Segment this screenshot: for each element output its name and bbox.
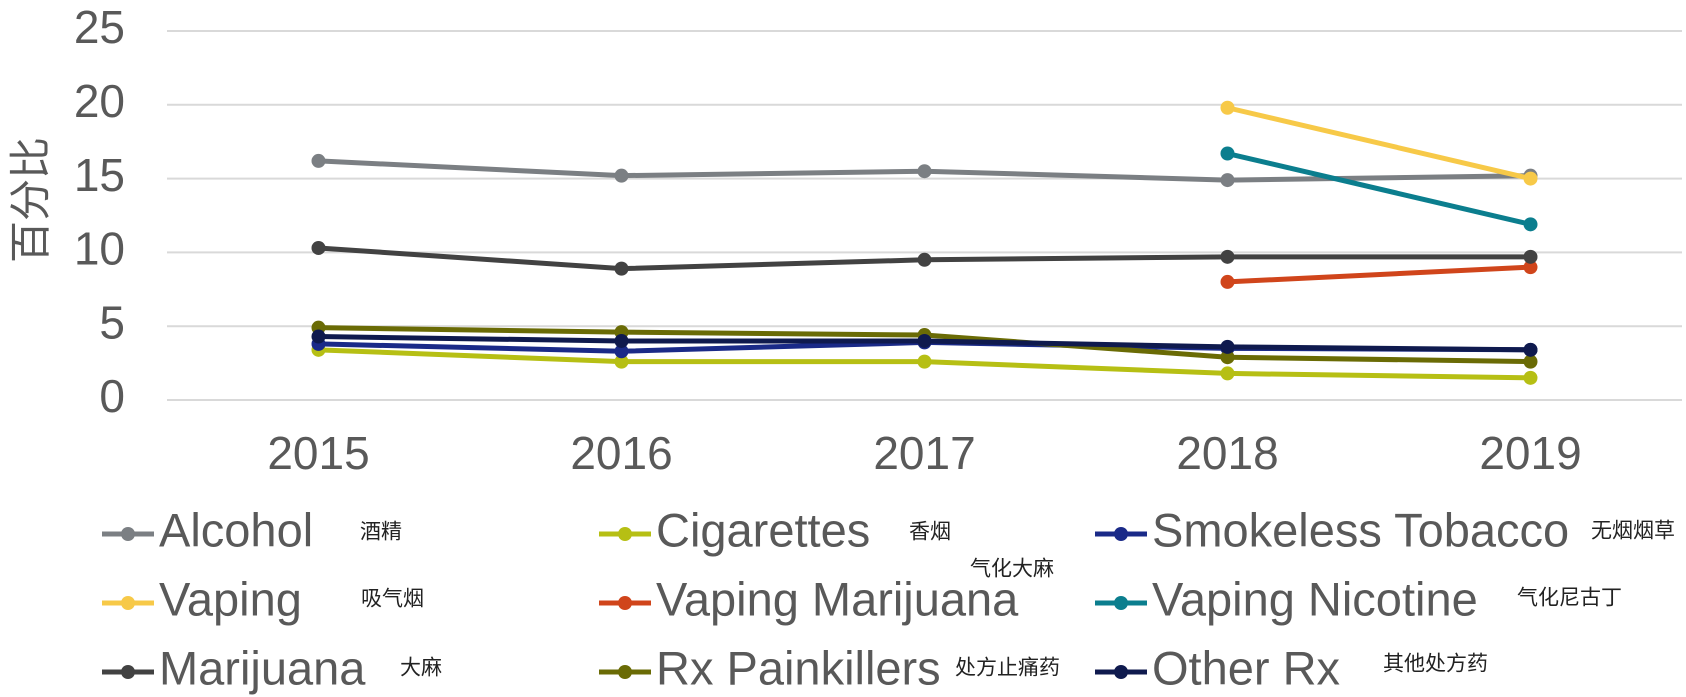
legend-label: Cigarettes: [656, 503, 870, 556]
y-tick-label: 10: [74, 223, 125, 275]
point: [1220, 100, 1235, 115]
legend-marker: [121, 596, 135, 610]
legend-note: 香烟: [909, 521, 951, 544]
legend-note: 气化大麻: [970, 558, 1054, 581]
point: [1220, 339, 1235, 354]
x-tick-label: 2019: [1479, 427, 1581, 479]
legend-note: 大麻: [400, 657, 442, 680]
y-tick-label: 5: [99, 296, 125, 348]
point: [1220, 146, 1235, 161]
legend-note: 气化尼古丁: [1517, 587, 1622, 610]
x-tick-label: 2017: [873, 427, 975, 479]
legend-note: 其他处方药: [1383, 653, 1488, 676]
y-tick-label: 20: [74, 75, 125, 127]
legend-label: Marijuana: [159, 641, 366, 694]
point: [1523, 354, 1538, 369]
legend-label: Smokeless Tobacco: [1152, 503, 1569, 556]
series-line: [1226, 151, 1532, 227]
point: [614, 261, 629, 276]
legend-label: Vaping Nicotine: [1152, 572, 1478, 625]
point: [1220, 366, 1235, 381]
legend-note: 酒精: [360, 521, 402, 544]
point: [311, 153, 326, 168]
point: [1523, 171, 1538, 186]
legend-note: 吸气烟: [361, 588, 424, 611]
series-line: [1227, 264, 1531, 285]
legend-label: Alcohol: [159, 503, 313, 556]
point: [917, 354, 932, 369]
y-tick-label: 15: [74, 149, 125, 201]
point: [917, 333, 932, 348]
series-line: [1226, 105, 1532, 182]
legend-marker: [121, 527, 135, 541]
legend-marker: [121, 665, 135, 679]
point: [917, 164, 932, 179]
legend-note: 无烟烟草: [1591, 520, 1675, 543]
point: [311, 240, 326, 255]
point: [311, 329, 326, 344]
legend-marker: [618, 665, 632, 679]
point: [614, 333, 629, 348]
legend-marker: [618, 527, 632, 541]
y-axis-label: 百分比: [7, 137, 54, 263]
point: [1523, 249, 1538, 264]
point: [614, 354, 629, 369]
legend-label: Other Rx: [1152, 641, 1340, 694]
legend-marker: [1114, 665, 1128, 679]
legend-marker: [1114, 596, 1128, 610]
x-tick-label: 2018: [1176, 427, 1278, 479]
point: [1523, 342, 1538, 357]
legend-label: Rx Painkillers: [656, 641, 941, 694]
point: [1220, 350, 1235, 365]
point: [614, 344, 629, 359]
x-tick-label: 2015: [267, 427, 369, 479]
point: [1220, 249, 1235, 264]
point: [917, 252, 932, 267]
legend-label: Vaping Marijuana: [656, 572, 1019, 625]
point: [1523, 370, 1538, 385]
point: [1220, 173, 1235, 188]
legend-marker: [618, 596, 632, 610]
legend-note: 处方止痛药: [955, 657, 1060, 680]
point: [1523, 260, 1538, 275]
point: [614, 168, 629, 183]
point: [1220, 274, 1235, 289]
legend-label: Vaping: [159, 572, 302, 625]
legend-marker: [1114, 527, 1128, 541]
y-tick-label: 25: [74, 1, 125, 53]
y-tick-label: 0: [99, 370, 125, 422]
x-tick-label: 2016: [570, 427, 672, 479]
point: [1523, 217, 1538, 232]
